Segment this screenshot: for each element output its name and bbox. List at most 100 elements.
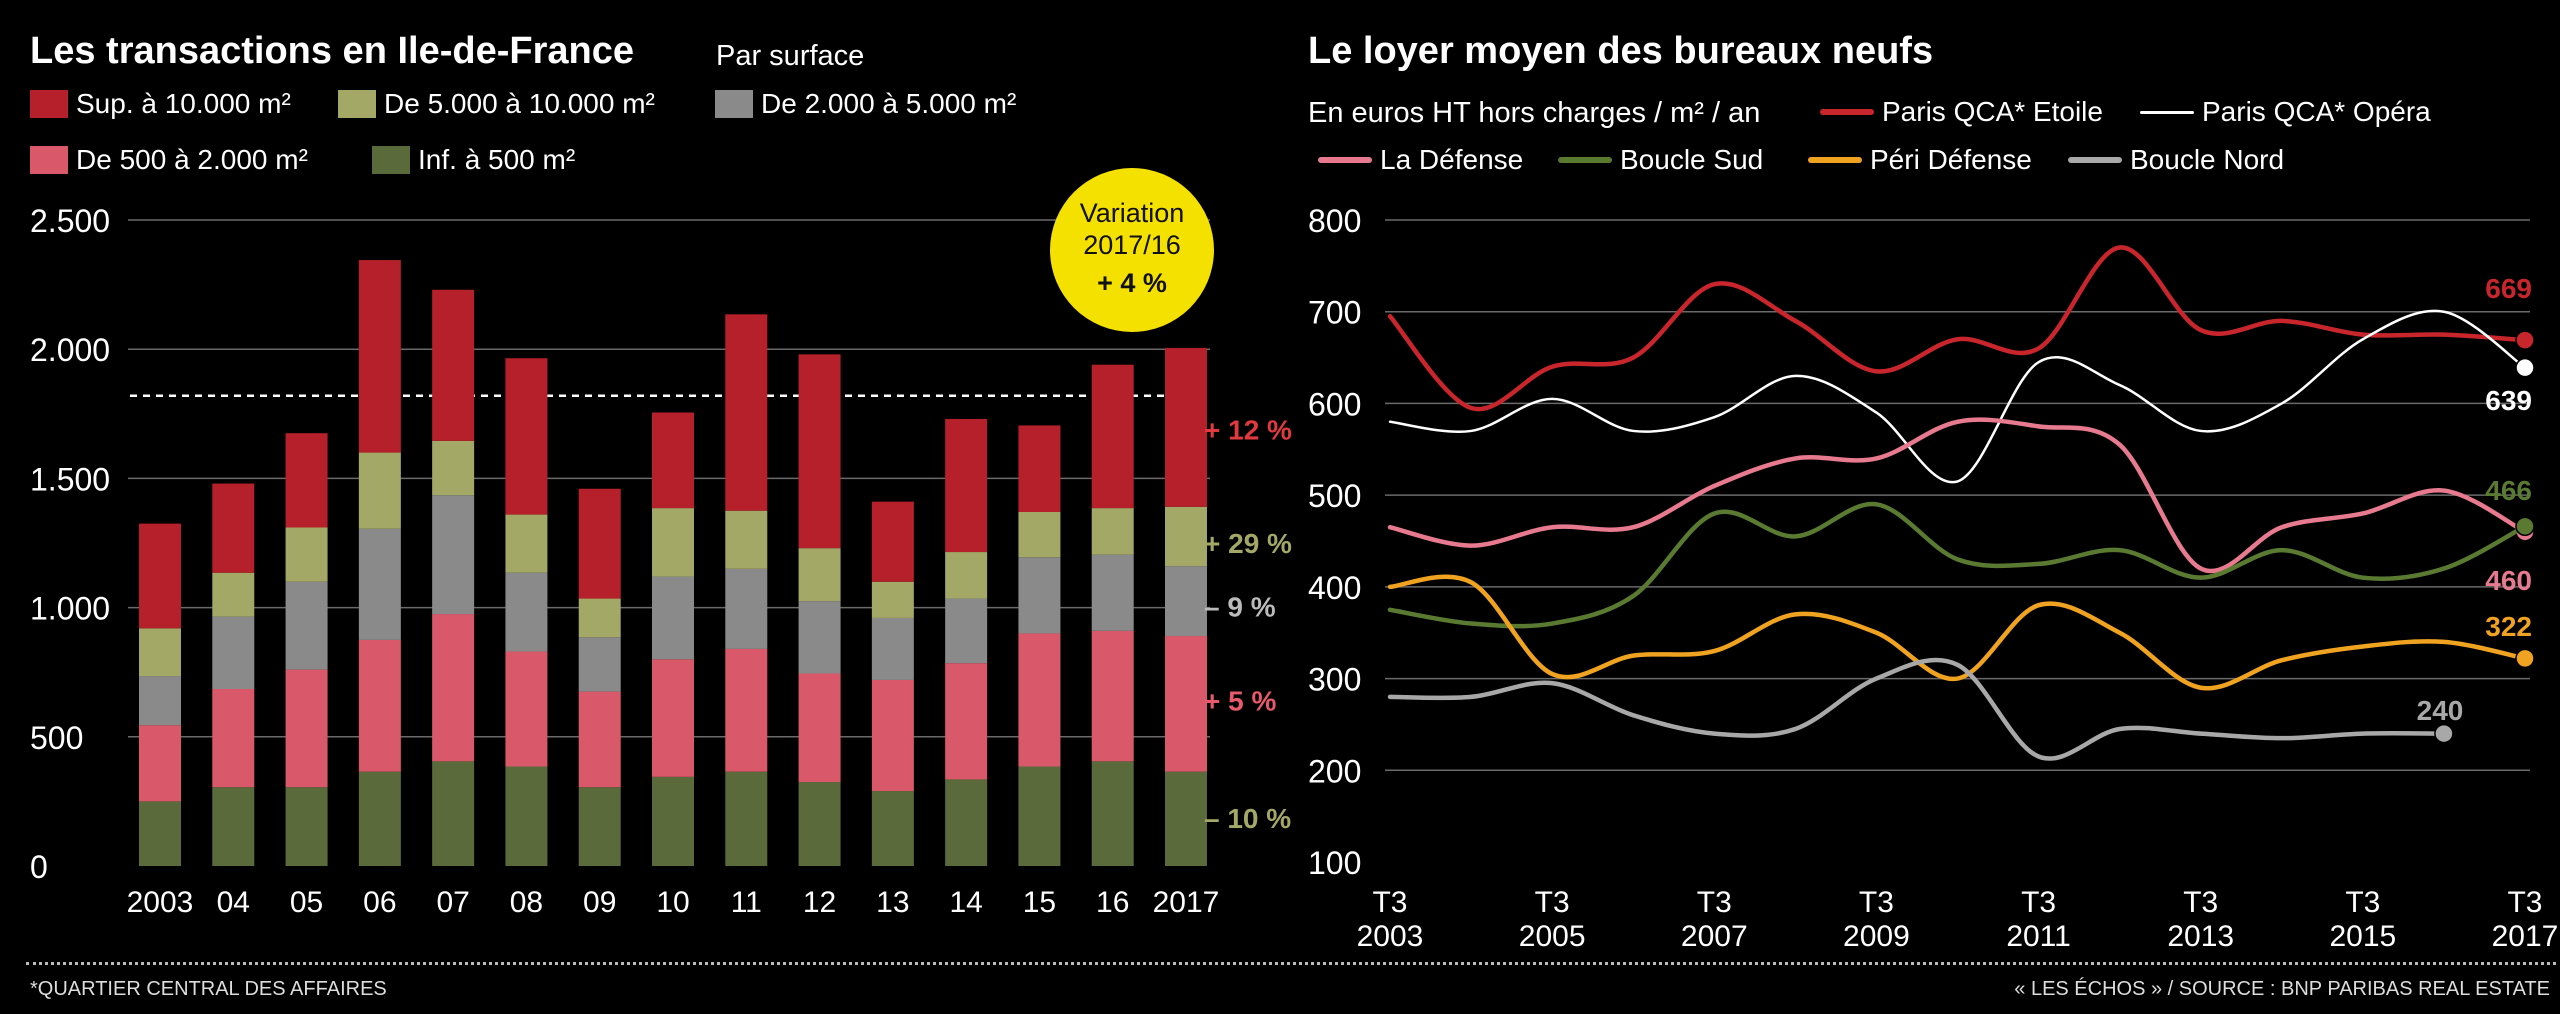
- bar-x-tick-label: 2003: [127, 886, 194, 919]
- bar-variation-label: – 10 %: [1204, 803, 1291, 834]
- bar-segment: [505, 651, 548, 767]
- line-y-tick-label: 300: [1308, 662, 1361, 698]
- variation-badge-circle: [1050, 168, 1214, 332]
- legend-swatch: [30, 90, 68, 118]
- bar-y-tick-label: 2.000: [30, 332, 110, 368]
- bar-segment: [285, 581, 328, 670]
- bar-segment: [358, 528, 401, 640]
- bar-segment: [652, 412, 694, 509]
- legend-item-500-2000: De 500 à 2.000 m²: [30, 144, 308, 176]
- line-x-tick-label-year: 2003: [1357, 920, 1424, 953]
- legend-label: Boucle Nord: [2130, 144, 2285, 175]
- bar-segment: [578, 488, 621, 599]
- legend-swatch: [30, 146, 68, 174]
- bar-segment: [578, 598, 621, 638]
- bar-segment: [652, 576, 694, 660]
- legend-swatch: [715, 90, 753, 118]
- bar-segment: [798, 673, 841, 783]
- bar-segment: [871, 617, 914, 680]
- variation-badge-line3: + 4 %: [1097, 268, 1167, 298]
- legend-label: Paris QCA* Opéra: [2202, 96, 2431, 127]
- bar-x-tick-label: 2017: [1153, 886, 1220, 919]
- bar-segment: [578, 787, 621, 866]
- bar-x-tick-label: 15: [1023, 886, 1056, 919]
- bar-segment: [1018, 766, 1061, 866]
- bar-segment: [358, 639, 401, 772]
- bar-x-tick-label: 13: [876, 886, 909, 919]
- bar-segment: [285, 669, 328, 788]
- bar-segment: [139, 725, 181, 802]
- line-series: [1388, 309, 2527, 484]
- bar-y-tick-label: 2.500: [30, 203, 110, 239]
- variation-badge-line1: Variation: [1080, 198, 1185, 228]
- bar-segment: [358, 771, 401, 866]
- bar-segment: [1165, 347, 1207, 507]
- left-chart-subtitle: Par surface: [716, 40, 865, 72]
- bar-segment: [139, 628, 181, 677]
- line-end-marker: [2515, 516, 2535, 537]
- bar-segment: [1018, 557, 1061, 634]
- bar-x-tick-label: 05: [290, 886, 323, 919]
- bar-segment: [945, 552, 988, 599]
- bar-segment: [1091, 630, 1134, 762]
- bar-segment: [725, 568, 768, 649]
- line-y-tick-label: 600: [1308, 386, 1361, 422]
- bar-segment: [1018, 425, 1061, 512]
- legend-swatch: [1808, 157, 1862, 163]
- bar-x-tick-label: 16: [1096, 886, 1129, 919]
- legend-swatch: [338, 90, 376, 118]
- line-series: [1387, 417, 2528, 574]
- line-end-marker: [2434, 723, 2454, 744]
- legend-label: Sup. à 10.000 m²: [76, 88, 291, 119]
- bar-segment: [432, 761, 475, 866]
- bar-segment: [652, 776, 694, 866]
- bar-segment: [578, 691, 621, 788]
- bar-segment: [285, 787, 328, 866]
- line-end-label: 466: [2485, 475, 2532, 506]
- bar-x-tick-label: 07: [436, 886, 469, 919]
- left-chart-title: Les transactions en Ile-de-France: [30, 30, 634, 72]
- legend-label: De 2.000 à 5.000 m²: [761, 88, 1017, 119]
- bar-segment: [871, 581, 914, 618]
- bar-segment: [798, 601, 841, 674]
- bar-segment: [798, 782, 841, 866]
- line-x-tick-label-quarter: T3: [2345, 886, 2380, 919]
- bar-x-tick-label: 14: [949, 886, 982, 919]
- bar-segment: [358, 260, 401, 453]
- bar-y-tick-label: 0: [30, 849, 48, 885]
- footer-separator: [26, 962, 2556, 965]
- bar-segment: [1165, 566, 1207, 637]
- bar-y-tick-label: 1.500: [30, 461, 110, 497]
- bar-segment: [1018, 511, 1061, 558]
- bar-segment: [212, 572, 255, 617]
- bar-x-tick-label: 06: [363, 886, 396, 919]
- bar-segment: [578, 637, 621, 692]
- line-chart: 100200300400500600700800T32003T32005T320…: [1308, 203, 2558, 953]
- line-end-marker: [2515, 330, 2535, 350]
- legend-item-2000-5000: De 2.000 à 5.000 m²: [715, 88, 1016, 120]
- bar-segment: [798, 354, 841, 549]
- line-end-label: 240: [2417, 695, 2464, 726]
- line-end-marker: [2515, 357, 2535, 378]
- bar-chart: 0 500 1.000 1.500 2.000 2.500 2003 04 05 06 07 08 09…: [30, 203, 1292, 919]
- bar-segment: [139, 801, 181, 866]
- legend-swatch: [2140, 110, 2194, 114]
- legend-item-inf-500: Inf. à 500 m²: [372, 144, 575, 176]
- bar-segment: [432, 495, 475, 615]
- bar-x-tick-label: 10: [656, 886, 689, 919]
- right-chart-subtitle: En euros HT hors charges / m² / an: [1308, 97, 1761, 129]
- legend-label: De 500 à 2.000 m²: [76, 144, 308, 175]
- bar-segment: [652, 508, 694, 577]
- bar-segment: [1091, 508, 1134, 555]
- bar-segment: [871, 501, 914, 582]
- line-x-tick-label-quarter: T3: [1859, 886, 1894, 919]
- bar-variation-label: + 12 %: [1204, 414, 1292, 445]
- bar-segment: [285, 433, 328, 528]
- line-end-marker: [2515, 648, 2535, 669]
- legend-item-sup-10000: Sup. à 10.000 m²: [30, 88, 291, 120]
- bar-y-tick-label: 1.000: [30, 591, 110, 627]
- bar-x-tick-label: 11: [731, 886, 762, 919]
- bar-segment: [285, 527, 328, 582]
- bar-variation-label: + 29 %: [1204, 528, 1292, 559]
